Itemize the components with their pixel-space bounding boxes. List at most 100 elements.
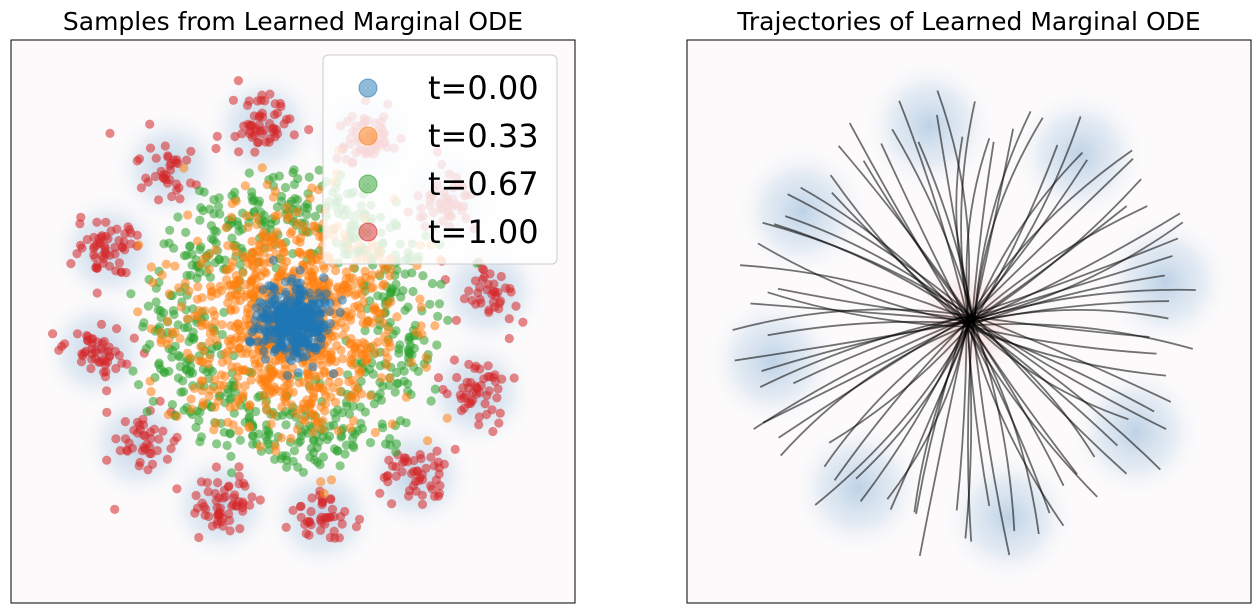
scatter-point: [476, 298, 486, 308]
scatter-point: [413, 466, 423, 476]
scatter-point: [325, 512, 336, 522]
scatter-point: [356, 418, 366, 428]
scatter-point: [235, 343, 245, 353]
scatter-point: [165, 165, 176, 175]
scatter-point: [189, 383, 199, 393]
scatter-point: [264, 321, 274, 331]
trajectory-line: [971, 315, 1150, 338]
scatter-point: [284, 353, 294, 363]
scatter-point: [381, 439, 391, 449]
scatter-point: [341, 440, 352, 450]
scatter-point: [163, 151, 173, 161]
scatter-point: [293, 368, 303, 378]
trajectory-line: [777, 287, 966, 320]
trajectory-line: [966, 321, 991, 507]
scatter-point: [102, 407, 112, 417]
scatter-point: [345, 423, 355, 433]
scatter-point: [212, 227, 222, 237]
scatter-point: [316, 339, 326, 350]
scatter-point: [487, 405, 497, 415]
scatter-point: [398, 286, 408, 296]
scatter-point: [408, 286, 418, 297]
scatter-point: [257, 163, 267, 173]
scatter-point: [321, 390, 331, 401]
scatter-point: [293, 340, 304, 350]
scatter-point: [259, 267, 269, 277]
scatter-point: [154, 434, 164, 444]
scatter-point: [149, 424, 159, 434]
scatter-point: [48, 329, 58, 339]
scatter-point: [165, 225, 175, 235]
scatter-point: [162, 454, 172, 464]
trajectory-line: [969, 158, 1134, 318]
scatter-point: [416, 453, 426, 464]
scatter-point: [134, 154, 145, 164]
scatter-point: [376, 373, 386, 383]
scatter-point: [213, 201, 224, 211]
scatter-point: [153, 305, 163, 315]
scatter-point: [374, 269, 384, 279]
scatter-point: [248, 196, 258, 206]
scatter-point: [246, 337, 256, 347]
scatter-point: [474, 420, 484, 430]
scatter-point: [509, 373, 519, 383]
scatter-point: [195, 215, 205, 225]
scatter-point: [225, 515, 235, 526]
scatter-point: [378, 381, 388, 391]
scatter-point: [289, 179, 299, 190]
trajectory-line: [972, 326, 1011, 556]
scatter-point: [196, 341, 206, 352]
trajectory-line: [833, 315, 973, 481]
scatter-point: [438, 384, 448, 395]
scatter-point: [451, 315, 461, 325]
scatter-point: [191, 422, 201, 432]
scatter-point: [301, 528, 311, 539]
scatter-point: [252, 212, 262, 222]
scatter-point: [209, 195, 219, 205]
scatter-point: [105, 128, 115, 138]
trajectory-line: [960, 101, 976, 327]
trajectory-line: [759, 315, 967, 388]
scatter-point: [253, 138, 263, 148]
scatter-point: [292, 424, 303, 434]
density-glow-mode: [734, 143, 870, 279]
scatter-point: [276, 268, 286, 278]
scatter-point: [146, 448, 156, 459]
scatter-point: [196, 317, 206, 327]
scatter-point: [334, 533, 344, 543]
trajectory-line: [778, 315, 970, 439]
scatter-point: [304, 125, 314, 135]
scatter-point: [391, 326, 401, 336]
trajectory-line: [963, 321, 1098, 498]
scatter-point: [187, 404, 197, 414]
trajectory-line: [859, 319, 969, 502]
scatter-point: [484, 386, 494, 396]
scatter-point: [442, 413, 452, 423]
density-glow-mode: [705, 293, 841, 429]
scatter-point: [124, 438, 134, 448]
scatter-point: [270, 99, 280, 109]
scatter-point: [143, 301, 153, 311]
scatter-point: [385, 317, 395, 328]
trajectory-line: [973, 205, 1148, 319]
scatter-point: [234, 366, 244, 376]
scatter-point: [365, 391, 376, 401]
scatter-point: [110, 242, 120, 253]
scatter-point: [404, 335, 414, 345]
scatter-point: [331, 413, 341, 423]
scatter-point: [316, 525, 326, 536]
scatter-point: [304, 318, 314, 328]
scatter-point: [72, 329, 83, 339]
scatter-point: [300, 425, 311, 435]
scatter-point: [287, 274, 297, 284]
scatter-point: [268, 255, 278, 265]
scatter-point: [335, 461, 345, 471]
scatter-point: [234, 471, 244, 481]
scatter-point: [206, 221, 216, 231]
scatter-point: [348, 262, 358, 273]
scatter-point: [298, 309, 309, 319]
scatter-point: [276, 454, 286, 464]
scatter-point: [194, 186, 205, 196]
trajectory-line: [793, 315, 964, 385]
scatter-point: [161, 259, 171, 269]
